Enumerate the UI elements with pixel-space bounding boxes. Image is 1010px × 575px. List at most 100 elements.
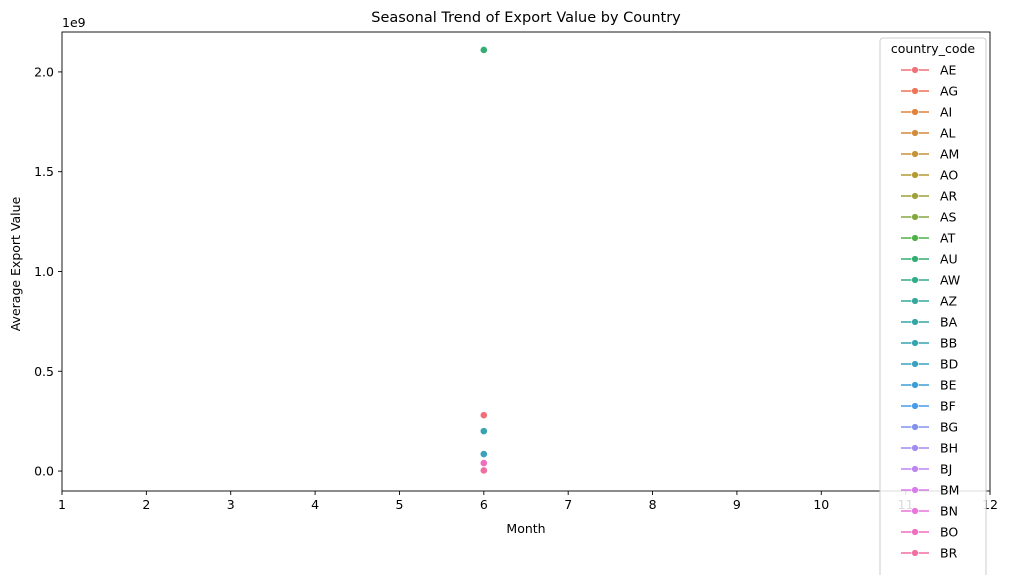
legend-item-ai: AI	[901, 105, 952, 120]
legend-item-am: AM	[901, 147, 959, 162]
legend-label: BB	[940, 336, 957, 351]
legend-item-bn: BN	[901, 504, 958, 519]
legend-marker	[911, 444, 919, 452]
legend-title: country_code	[891, 41, 976, 56]
legend-label: AS	[940, 210, 957, 225]
legend-marker	[911, 549, 919, 557]
legend-marker	[911, 213, 919, 221]
series-bo	[479, 459, 488, 467]
legend-item-at: AT	[901, 231, 956, 246]
legend-label: BH	[940, 441, 958, 456]
data-point	[479, 450, 488, 458]
legend-item-ao: AO	[901, 168, 958, 183]
legend-marker	[911, 402, 919, 410]
legend-label: AE	[940, 63, 957, 78]
legend-marker	[911, 171, 919, 179]
legend-item-au: AU	[901, 252, 958, 267]
legend-label: BG	[940, 420, 958, 435]
legend-marker	[911, 276, 919, 284]
y-tick-label: 1.5	[34, 164, 54, 179]
legend-label: AG	[940, 84, 958, 99]
legend-label: BO	[940, 525, 958, 540]
x-tick-label: 3	[227, 497, 235, 512]
legend-marker	[911, 318, 919, 326]
x-tick-label: 5	[395, 497, 403, 512]
legend-label: AL	[940, 126, 956, 141]
legend-item-bf: BF	[901, 399, 956, 414]
series-bb	[479, 427, 488, 436]
data-point	[479, 411, 488, 420]
chart-title: Seasonal Trend of Export Value by Countr…	[371, 10, 681, 26]
y-axis-label: Average Export Value	[8, 196, 23, 331]
legend-marker	[911, 192, 919, 200]
legend-item-ar: AR	[901, 189, 958, 204]
legend-marker	[911, 87, 919, 95]
x-axis-label: Month	[506, 521, 545, 536]
legend-label: AT	[940, 231, 956, 246]
legend-label: BE	[940, 378, 957, 393]
legend-label: BM	[940, 483, 959, 498]
legend-marker	[911, 129, 919, 137]
x-tick-label: 10	[813, 497, 829, 512]
y-tick-label: 2.0	[34, 64, 54, 79]
legend-marker	[911, 507, 919, 515]
y-tick-label: 1.0	[34, 264, 54, 279]
legend-item-aw: AW	[901, 273, 960, 288]
legend-marker	[911, 360, 919, 368]
legend-item-br: BR	[901, 546, 958, 561]
series-au	[479, 46, 488, 54]
legend-marker	[911, 66, 919, 74]
legend-marker	[911, 423, 919, 431]
legend-item-bh: BH	[901, 441, 958, 456]
legend: country_code AE AG AI AL AM AO AR AS AT AU AW AZ BA BB…	[879, 37, 987, 575]
legend-item-bb: BB	[901, 336, 957, 351]
series-ae	[479, 411, 488, 420]
legend-item-ag: AG	[901, 84, 958, 99]
legend-item-bo: BO	[901, 525, 958, 540]
data-point	[479, 466, 488, 475]
legend-marker	[911, 150, 919, 158]
legend-label: BR	[940, 546, 958, 561]
legend-marker	[911, 297, 919, 305]
legend-marker	[911, 234, 919, 242]
legend-item-az: AZ	[901, 294, 957, 309]
x-tick-label: 7	[564, 497, 572, 512]
x-tick-label: 6	[480, 497, 488, 512]
legend-label: AM	[940, 147, 959, 162]
legend-item-bg: BG	[901, 420, 958, 435]
legend-item-ba: BA	[901, 315, 958, 330]
x-tick-label: 2	[142, 497, 150, 512]
legend-label: BA	[940, 315, 958, 330]
legend-marker	[911, 381, 919, 389]
x-tick-label: 8	[649, 497, 657, 512]
y-tick-label: 0.5	[34, 364, 54, 379]
legend-marker	[911, 528, 919, 536]
legend-label: BF	[940, 399, 956, 414]
legend-label: AU	[940, 252, 958, 267]
y-offset-text: 1e9	[62, 15, 86, 30]
data-point	[479, 427, 488, 436]
legend-marker	[911, 255, 919, 263]
series-bd	[479, 450, 488, 458]
legend-label: AI	[940, 105, 952, 120]
legend-item-bj: BJ	[901, 462, 952, 477]
legend-item-bd: BD	[901, 357, 958, 372]
legend-item-al: AL	[901, 126, 956, 141]
legend-box	[879, 37, 987, 575]
legend-marker	[911, 486, 919, 494]
legend-item-ae: AE	[901, 63, 957, 78]
data-point	[479, 459, 488, 467]
legend-marker	[911, 108, 919, 116]
x-tick-label: 4	[311, 497, 319, 512]
series-br	[479, 466, 488, 475]
legend-item-be: BE	[901, 378, 957, 393]
legend-label: BD	[940, 357, 958, 372]
plot-frame	[61, 31, 991, 492]
legend-item-bm: BM	[901, 483, 959, 498]
legend-marker	[911, 339, 919, 347]
legend-label: AW	[940, 273, 960, 288]
legend-marker	[911, 465, 919, 473]
plot-area: 1234567891011120.00.51.01.52.0	[34, 31, 998, 512]
